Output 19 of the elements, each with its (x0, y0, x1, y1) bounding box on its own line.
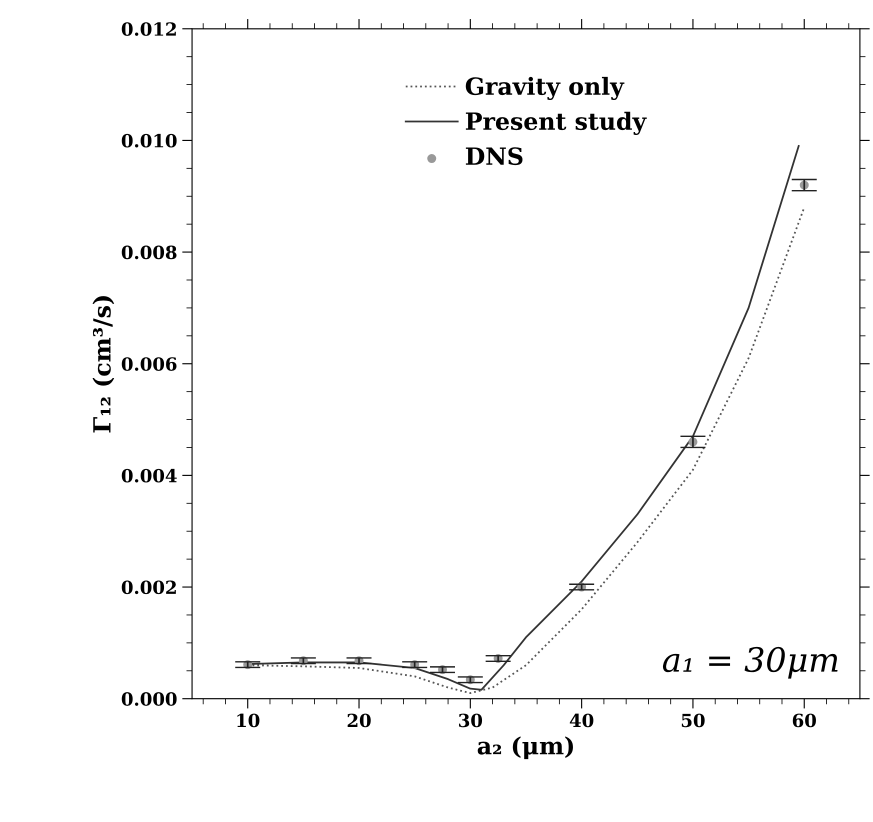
y-tick-label: 0.008 (122, 246, 177, 260)
legend-label: Present study (466, 112, 647, 135)
x-tick-label: 60 (792, 714, 816, 728)
annotation: a₁ = 30μm (662, 646, 838, 679)
legend-label: Gravity only (466, 76, 624, 100)
y-tick-label: 0.010 (122, 134, 177, 148)
y-tick-label: 0.012 (122, 22, 176, 36)
x-tick-label: 20 (348, 714, 371, 728)
y-tick-label: 0.006 (122, 357, 177, 371)
x-tick-label: 10 (237, 714, 260, 728)
y-axis-title: Γ₁₂ (cm³/s) (92, 296, 114, 432)
legend-label: DNS (466, 147, 522, 166)
x-tick-label: 40 (570, 714, 594, 728)
y-tick-label: 0.004 (122, 468, 177, 483)
y-tick-label: 0.002 (122, 580, 176, 594)
x-tick-label: 30 (459, 714, 482, 728)
x-axis-title: a₂ (μm) (478, 736, 573, 760)
y-tick-label: 0.000 (122, 692, 177, 706)
x-tick-label: 50 (682, 714, 705, 728)
